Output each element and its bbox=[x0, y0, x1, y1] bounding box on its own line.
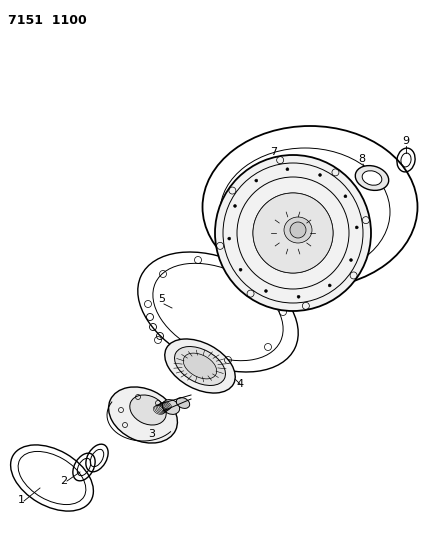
Ellipse shape bbox=[175, 346, 226, 385]
Circle shape bbox=[355, 226, 358, 229]
Ellipse shape bbox=[165, 339, 235, 393]
Circle shape bbox=[228, 237, 231, 240]
Circle shape bbox=[290, 222, 306, 238]
Ellipse shape bbox=[130, 395, 166, 425]
Circle shape bbox=[253, 193, 333, 273]
Circle shape bbox=[297, 295, 300, 298]
Ellipse shape bbox=[362, 171, 382, 185]
Text: 8: 8 bbox=[358, 154, 365, 164]
Ellipse shape bbox=[176, 398, 190, 408]
Circle shape bbox=[286, 168, 289, 171]
Ellipse shape bbox=[109, 387, 178, 443]
Circle shape bbox=[255, 179, 258, 182]
Text: 7: 7 bbox=[270, 147, 277, 157]
Text: 7151  1100: 7151 1100 bbox=[8, 14, 87, 27]
Text: 3: 3 bbox=[148, 429, 155, 439]
Text: 5: 5 bbox=[158, 294, 165, 304]
Circle shape bbox=[350, 259, 353, 262]
Text: 9: 9 bbox=[402, 136, 409, 146]
Ellipse shape bbox=[284, 217, 312, 243]
Text: 1: 1 bbox=[18, 495, 25, 505]
Ellipse shape bbox=[162, 400, 180, 414]
Text: 6: 6 bbox=[226, 217, 233, 227]
Circle shape bbox=[239, 268, 242, 271]
Text: 2: 2 bbox=[60, 476, 67, 486]
Text: 4: 4 bbox=[236, 379, 243, 389]
Ellipse shape bbox=[355, 166, 389, 190]
Circle shape bbox=[319, 174, 322, 176]
Circle shape bbox=[233, 205, 236, 207]
Circle shape bbox=[328, 284, 331, 287]
Circle shape bbox=[344, 195, 347, 198]
Ellipse shape bbox=[183, 353, 217, 379]
Circle shape bbox=[264, 289, 267, 293]
Circle shape bbox=[215, 155, 371, 311]
